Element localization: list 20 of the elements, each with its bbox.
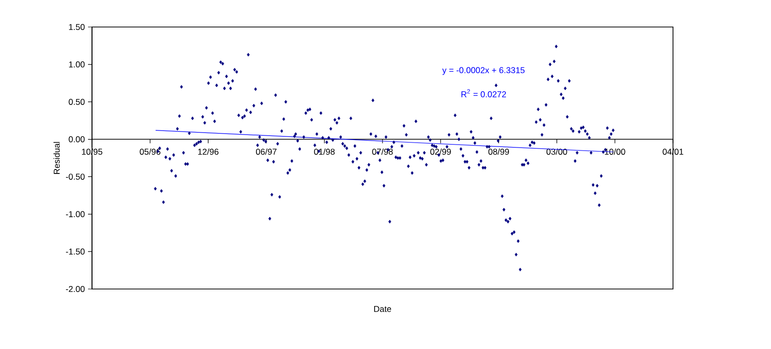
y-tick-label: -1.50	[66, 248, 85, 255]
y-tick-label: -2.00	[66, 286, 85, 292]
x-tick-label: 12/96	[198, 148, 218, 155]
y-tick-label: 1.50	[69, 24, 85, 30]
y-axis-title: Residual	[53, 142, 60, 174]
y-tick-label: -1.00	[66, 211, 85, 218]
annotation: R$^{2}$ = 0.0272	[461, 89, 506, 98]
x-tick-label: 05/96	[140, 148, 160, 155]
y-tick-label: -0.50	[66, 174, 85, 180]
y-tick-label: 0.00	[68, 136, 85, 142]
x-tick-label: 01/98	[314, 148, 335, 155]
x-tick-label: 10/00	[604, 148, 626, 155]
x-tick-label: 03/00	[546, 148, 568, 155]
x-tick-label: 02/99	[430, 148, 451, 155]
y-tick-label: 1.00	[69, 61, 85, 68]
annotation: y = -0.0002x + 6.3315	[442, 67, 525, 75]
y-tick-label: 0.50	[68, 98, 85, 105]
x-tick-label: 08/99	[488, 148, 509, 155]
x-axis-title: Date	[374, 306, 392, 312]
x-tick-label: 06/97	[256, 148, 277, 155]
